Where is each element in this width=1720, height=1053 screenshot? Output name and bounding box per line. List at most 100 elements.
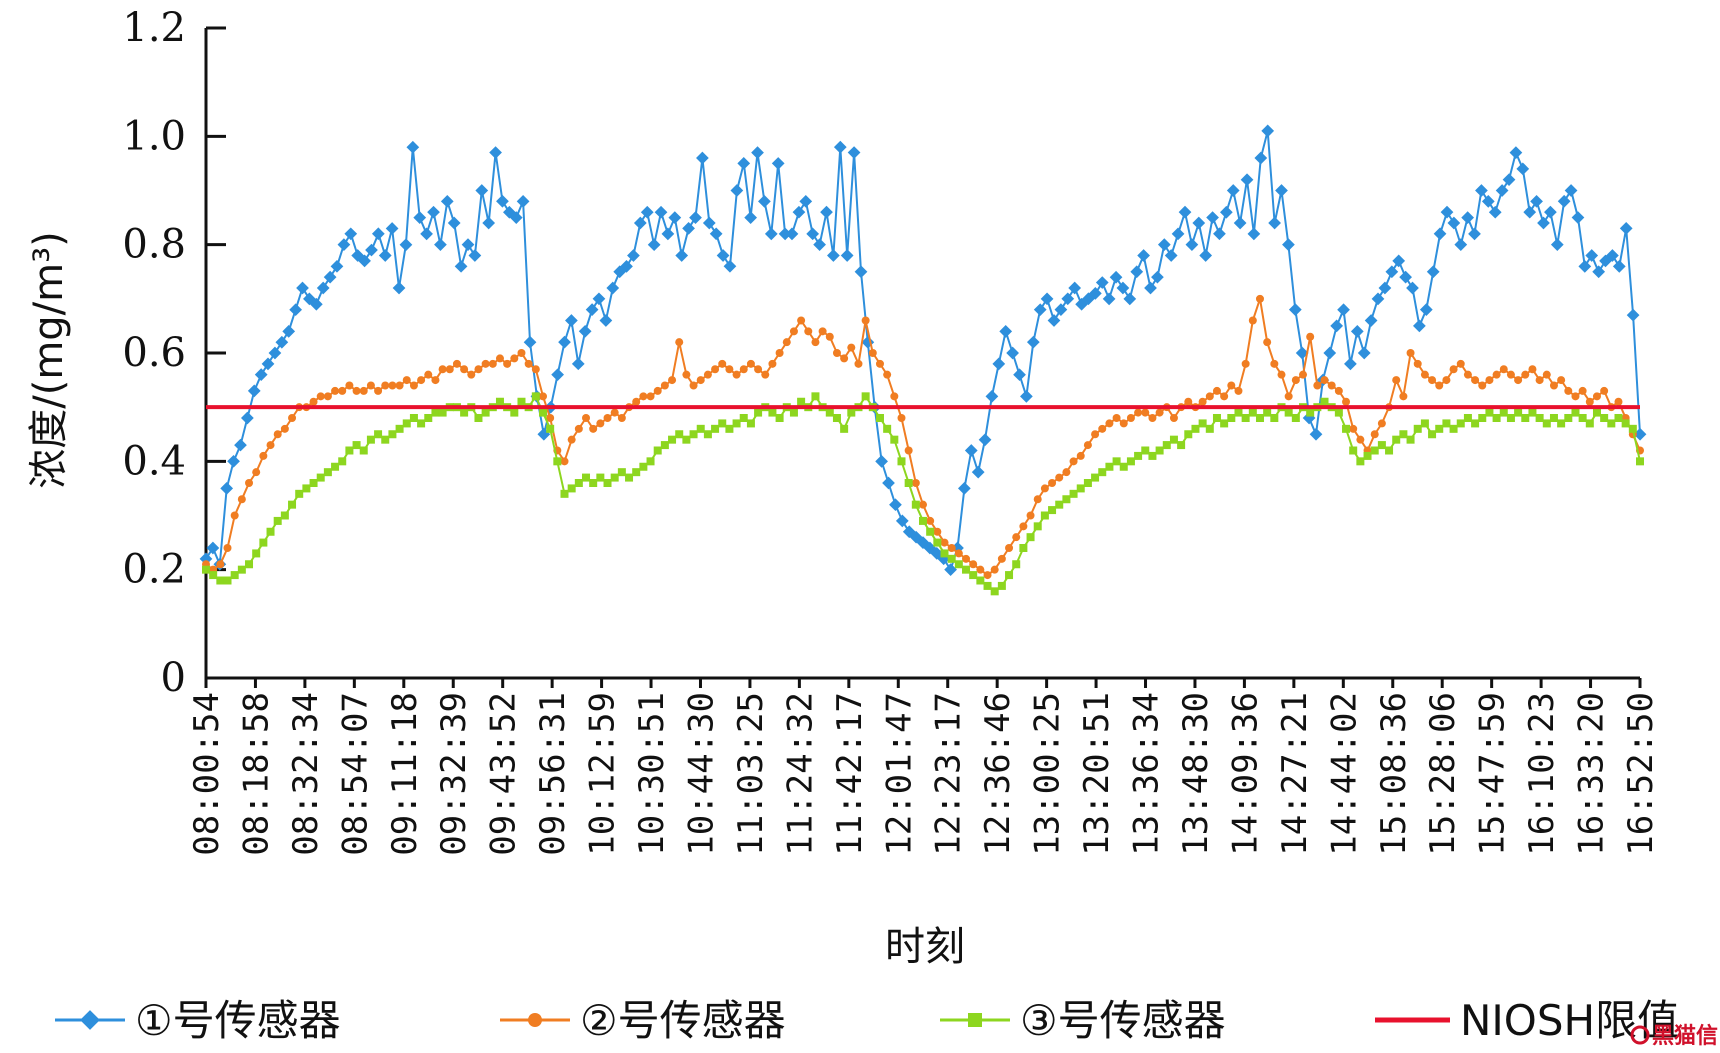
data-point [1164, 249, 1178, 262]
data-point [1544, 205, 1557, 219]
data-point [1626, 308, 1640, 322]
data-point [374, 386, 383, 395]
y-tick-label: 0.2 [122, 547, 186, 593]
data-point [947, 544, 956, 552]
x-tick-label: 12:01:47 [879, 692, 919, 856]
data-point [1475, 184, 1488, 197]
data-point [1435, 381, 1444, 390]
data-point [309, 297, 323, 311]
data-point [245, 560, 254, 569]
data-point [758, 194, 771, 208]
data-point [992, 357, 1006, 371]
data-point [565, 314, 578, 327]
x-tick-label: 09:32:39 [434, 692, 474, 856]
data-point [1542, 370, 1551, 379]
data-point [1048, 506, 1057, 515]
data-point [889, 498, 902, 512]
data-point [718, 359, 727, 368]
data-point [1148, 451, 1157, 460]
data-point [259, 451, 268, 460]
data-point [1419, 303, 1433, 317]
data-point [1509, 146, 1523, 159]
data-point [1137, 249, 1150, 262]
x-tick-label: 12:23:17 [929, 692, 969, 856]
data-point [516, 194, 530, 208]
data-point [1012, 533, 1021, 542]
y-tick-label: 0.8 [122, 222, 186, 268]
data-point [1528, 408, 1537, 417]
data-point [1126, 457, 1135, 466]
data-point [833, 140, 847, 154]
data-point [481, 359, 490, 368]
data-point [654, 205, 668, 219]
data-point [947, 554, 956, 563]
data-point [254, 368, 268, 382]
data-point [1456, 359, 1465, 368]
data-point [818, 327, 827, 336]
data-point [474, 414, 483, 422]
x-tick-label: 14:27:21 [1275, 692, 1315, 856]
data-point [495, 397, 504, 406]
data-point [1270, 414, 1279, 422]
data-point [1426, 265, 1440, 279]
data-point [1334, 408, 1343, 417]
data-point [754, 365, 763, 374]
data-point [1456, 419, 1465, 428]
data-point [275, 335, 289, 349]
data-point [660, 441, 669, 450]
data-point [365, 243, 378, 257]
legend-label-niosh: NIOSH限值 [1460, 996, 1679, 1045]
data-point [990, 587, 999, 596]
data-point [585, 303, 599, 317]
data-point [882, 476, 895, 490]
data-point [1123, 292, 1137, 306]
data-point [424, 370, 433, 379]
series-2-line [205, 298, 1641, 577]
data-point [1119, 419, 1128, 428]
data-point [1198, 397, 1207, 406]
data-point [985, 389, 999, 403]
data-point [524, 359, 533, 368]
data-point [983, 581, 992, 590]
data-point [1255, 414, 1264, 422]
data-point [797, 316, 806, 325]
data-point [553, 457, 562, 466]
data-point [1198, 419, 1207, 428]
legend-label-sensor-1: ①号传感器 [135, 996, 341, 1045]
data-point [1506, 414, 1515, 422]
data-point [1327, 381, 1336, 390]
data-point [237, 495, 246, 504]
data-point [1442, 376, 1451, 385]
data-point [746, 419, 755, 428]
data-point [1040, 511, 1049, 520]
data-point [606, 281, 620, 295]
data-point [1313, 381, 1322, 390]
x-tick-label: 10:12:59 [583, 692, 623, 856]
data-point [596, 419, 605, 428]
data-point [288, 500, 297, 509]
data-point [560, 457, 569, 466]
data-point [337, 238, 351, 252]
data-point [732, 370, 741, 379]
data-point [510, 354, 519, 363]
data-point [1585, 397, 1594, 406]
data-point [345, 381, 354, 390]
data-point [1155, 408, 1164, 417]
data-point [323, 468, 332, 477]
data-point [1306, 408, 1315, 417]
data-point [1342, 424, 1351, 433]
data-point [978, 433, 992, 447]
data-point [523, 335, 537, 349]
data-point [1169, 435, 1178, 444]
data-point [1428, 430, 1437, 439]
legend-item-sensor-3: ③号传感器 [940, 996, 1226, 1045]
data-point [696, 151, 709, 165]
watermark: 黑猫信 [1630, 1023, 1718, 1049]
data-point [1061, 292, 1075, 306]
data-point [230, 511, 239, 520]
data-point [592, 292, 606, 306]
series-layer [199, 124, 1647, 596]
data-point [739, 365, 748, 374]
data-point [1177, 441, 1186, 450]
data-point [295, 489, 304, 498]
